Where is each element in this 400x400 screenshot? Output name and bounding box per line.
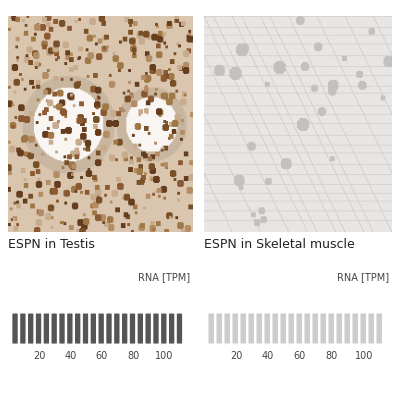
FancyBboxPatch shape — [288, 313, 295, 344]
Text: 60: 60 — [96, 351, 108, 361]
FancyBboxPatch shape — [59, 313, 65, 344]
FancyBboxPatch shape — [304, 313, 311, 344]
Text: 40: 40 — [64, 351, 77, 361]
FancyBboxPatch shape — [176, 313, 183, 344]
FancyBboxPatch shape — [256, 313, 263, 344]
FancyBboxPatch shape — [216, 313, 223, 344]
FancyBboxPatch shape — [160, 313, 167, 344]
FancyBboxPatch shape — [82, 313, 89, 344]
FancyBboxPatch shape — [280, 313, 287, 344]
FancyBboxPatch shape — [328, 313, 335, 344]
FancyBboxPatch shape — [272, 313, 279, 344]
Text: 80: 80 — [326, 351, 338, 361]
Text: 20: 20 — [33, 351, 46, 361]
FancyBboxPatch shape — [312, 313, 319, 344]
FancyBboxPatch shape — [232, 313, 239, 344]
Text: RNA [TPM]: RNA [TPM] — [338, 272, 390, 282]
FancyBboxPatch shape — [35, 313, 42, 344]
FancyBboxPatch shape — [27, 313, 34, 344]
Text: 20: 20 — [230, 351, 242, 361]
Text: 40: 40 — [262, 351, 274, 361]
Text: 100: 100 — [355, 351, 373, 361]
FancyBboxPatch shape — [264, 313, 271, 344]
FancyBboxPatch shape — [208, 313, 215, 344]
FancyBboxPatch shape — [320, 313, 327, 344]
FancyBboxPatch shape — [106, 313, 112, 344]
FancyBboxPatch shape — [376, 313, 383, 344]
FancyBboxPatch shape — [344, 313, 351, 344]
FancyBboxPatch shape — [137, 313, 144, 344]
FancyBboxPatch shape — [352, 313, 359, 344]
FancyBboxPatch shape — [240, 313, 247, 344]
FancyBboxPatch shape — [74, 313, 81, 344]
FancyBboxPatch shape — [153, 313, 159, 344]
FancyBboxPatch shape — [121, 313, 128, 344]
FancyBboxPatch shape — [145, 313, 152, 344]
FancyBboxPatch shape — [360, 313, 367, 344]
Text: 80: 80 — [127, 351, 140, 361]
FancyBboxPatch shape — [90, 313, 97, 344]
FancyBboxPatch shape — [114, 313, 120, 344]
FancyBboxPatch shape — [12, 313, 18, 344]
FancyBboxPatch shape — [43, 313, 50, 344]
FancyBboxPatch shape — [168, 313, 175, 344]
FancyBboxPatch shape — [51, 313, 58, 344]
Text: RNA [TPM]: RNA [TPM] — [138, 272, 190, 282]
FancyBboxPatch shape — [296, 313, 303, 344]
Text: ESPN in Testis: ESPN in Testis — [8, 238, 95, 250]
Text: 100: 100 — [156, 351, 174, 361]
Text: ESPN in Skeletal muscle: ESPN in Skeletal muscle — [204, 238, 355, 250]
FancyBboxPatch shape — [336, 313, 343, 344]
Text: 60: 60 — [294, 351, 306, 361]
FancyBboxPatch shape — [20, 313, 26, 344]
FancyBboxPatch shape — [98, 313, 104, 344]
FancyBboxPatch shape — [368, 313, 375, 344]
FancyBboxPatch shape — [224, 313, 231, 344]
FancyBboxPatch shape — [248, 313, 255, 344]
FancyBboxPatch shape — [66, 313, 73, 344]
FancyBboxPatch shape — [129, 313, 136, 344]
